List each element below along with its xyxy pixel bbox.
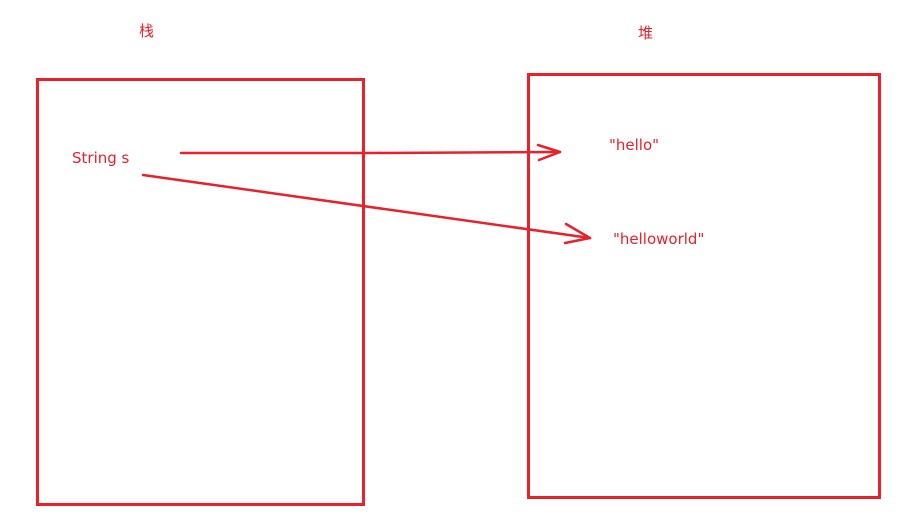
heap-region-box <box>527 73 881 499</box>
heap-object-helloworld: "helloworld" <box>613 230 705 248</box>
stack-label: 栈 <box>139 22 155 40</box>
arrow-head-hello <box>536 143 562 162</box>
arrow-to-helloworld <box>141 173 592 240</box>
arrow-to-hello <box>179 150 562 155</box>
variable-label: String s <box>72 149 130 167</box>
heap-label: 堆 <box>638 24 654 42</box>
heap-object-hello: "hello" <box>609 136 660 154</box>
arrow-head-helloworld <box>563 222 592 245</box>
stack-region-box <box>36 78 365 506</box>
